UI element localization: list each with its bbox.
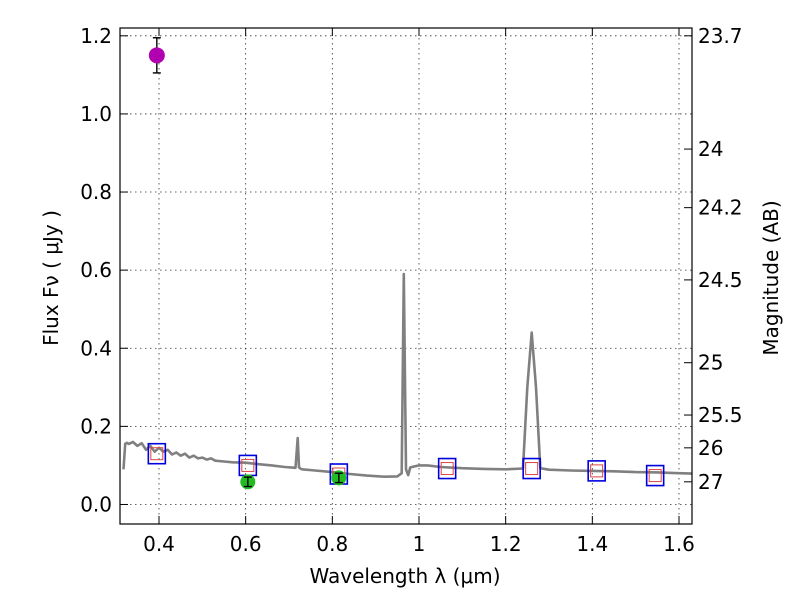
y2-tick-label: 27: [698, 470, 723, 494]
y-axis-label: Flux Fν ( μJy ): [39, 210, 63, 346]
y-tick-label: 0.8: [80, 180, 112, 204]
x-tick-label: 0.4: [143, 532, 175, 556]
y-tick-label: 0.2: [80, 414, 112, 438]
y2-tick-label: 26: [698, 436, 723, 460]
x-tick-label: 0.6: [230, 532, 262, 556]
x-tick-label: 1.2: [490, 532, 522, 556]
y2-tick-label: 25: [698, 351, 723, 375]
y2-tick-label: 24.2: [698, 196, 743, 220]
model-photometry-box: [587, 460, 606, 482]
y2-tick-label: 25.5: [698, 403, 743, 427]
x-tick-label: 1.4: [576, 532, 608, 556]
model-box-inner: [590, 464, 604, 478]
y-tick-label: 1.2: [80, 24, 112, 48]
y-tick-label: 1.0: [80, 102, 112, 126]
model-box-inner: [440, 462, 454, 476]
y-tick-label: 0.4: [80, 336, 112, 360]
y-tick-label: 0.6: [80, 258, 112, 282]
x-axis-label: Wavelength λ (μm): [309, 564, 500, 588]
model-photometry-box: [522, 457, 541, 480]
axis-layer: 0.4 0.6 0.8 1 1.2 1.4 1.6 0.0 0.2 0.4 0.6 0.8 1.0 1.2…: [80, 24, 742, 556]
plot-frame: [119, 27, 693, 525]
y2-tick-label: 24: [698, 137, 723, 161]
x-tick-label: 0.8: [316, 532, 348, 556]
model-box-inner: [525, 462, 539, 476]
model-box-inner: [648, 469, 662, 483]
model-photometry-box: [147, 442, 167, 465]
y2-axis-label: Magnitude (AB): [759, 200, 783, 355]
x-tick-label: 1.6: [663, 532, 695, 556]
y2-tick-label: 24.5: [698, 268, 743, 292]
model-photometry-box: [645, 464, 665, 487]
x-tick-label: 1: [413, 532, 426, 556]
model-box-inner: [241, 458, 255, 472]
detection-point: [148, 47, 165, 64]
y-tick-label: 0.0: [80, 492, 112, 516]
sed-line: [122, 272, 693, 478]
model-box-inner: [150, 447, 164, 461]
model-photometry-box: [437, 457, 457, 480]
y2-tick-label: 23.7: [698, 24, 743, 48]
plot-layer: [122, 37, 693, 490]
